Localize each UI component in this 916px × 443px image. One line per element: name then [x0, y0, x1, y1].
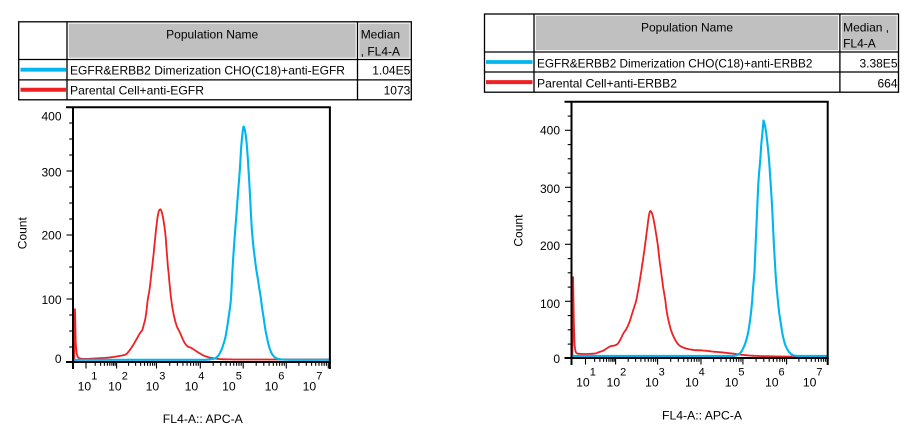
- svg-text:1.04E5: 1.04E5: [372, 63, 410, 77]
- svg-text:300: 300: [41, 165, 61, 179]
- svg-text:100: 100: [41, 293, 61, 307]
- svg-text:EGFR&ERBB2 Dimerization CHO(C1: EGFR&ERBB2 Dimerization CHO(C18)+anti-EG…: [70, 63, 345, 77]
- svg-text:3.38E5: 3.38E5: [859, 57, 897, 71]
- svg-text:FL4-A:: APC-A: FL4-A:: APC-A: [662, 408, 742, 422]
- svg-text:, FL4-A: , FL4-A: [361, 45, 400, 59]
- svg-text:0: 0: [553, 352, 560, 366]
- svg-text:Count: Count: [512, 214, 526, 247]
- svg-text:Median ,: Median ,: [843, 20, 889, 34]
- svg-text:1073: 1073: [384, 83, 411, 97]
- svg-text:664: 664: [877, 77, 897, 91]
- svg-text:EGFR&ERBB2 Dimerization CHO(C1: EGFR&ERBB2 Dimerization CHO(C18)+anti-ER…: [537, 57, 813, 71]
- svg-text:Population Name: Population Name: [641, 20, 733, 34]
- svg-text:FL4-A:: APC-A: FL4-A:: APC-A: [163, 412, 243, 426]
- svg-text:100: 100: [540, 297, 560, 311]
- svg-text:0: 0: [55, 352, 62, 366]
- svg-text:300: 300: [540, 182, 560, 196]
- svg-text:Count: Count: [16, 217, 30, 250]
- svg-text:400: 400: [540, 123, 560, 137]
- svg-text:200: 200: [41, 229, 61, 243]
- svg-text:200: 200: [540, 239, 560, 253]
- svg-text:400: 400: [41, 110, 61, 124]
- svg-text:Parental Cell+anti-EGFR: Parental Cell+anti-EGFR: [70, 83, 204, 97]
- svg-text:FL4-A: FL4-A: [843, 37, 876, 51]
- svg-text:Population Name: Population Name: [166, 28, 258, 42]
- svg-text:Parental Cell+anti-ERBB2: Parental Cell+anti-ERBB2: [537, 77, 677, 91]
- svg-text:Median: Median: [361, 28, 400, 42]
